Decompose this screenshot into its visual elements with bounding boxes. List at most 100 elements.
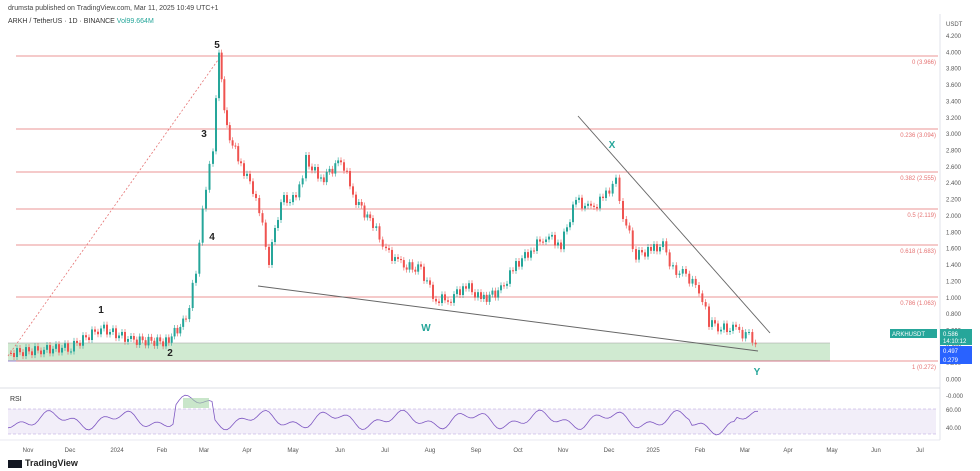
candle-body bbox=[223, 79, 226, 111]
candle-body bbox=[141, 336, 144, 341]
candle-body bbox=[590, 203, 592, 206]
candle-body bbox=[58, 344, 60, 353]
wave-label-x: X bbox=[609, 140, 616, 151]
candle-body bbox=[468, 283, 470, 289]
time-tick-label: Mar bbox=[740, 448, 750, 454]
time-tick-label: Aug bbox=[425, 448, 436, 454]
zone-bottom-tag bbox=[940, 355, 972, 364]
candle-body bbox=[286, 195, 288, 203]
candle-body bbox=[226, 110, 228, 126]
candle-body bbox=[147, 336, 150, 346]
candle-body bbox=[40, 350, 42, 355]
candle-body bbox=[491, 290, 494, 295]
candle-body bbox=[668, 252, 671, 267]
candle-body bbox=[533, 250, 535, 252]
time-tick-label: Jun bbox=[335, 448, 345, 454]
candle-body bbox=[698, 285, 700, 294]
candle-body bbox=[471, 283, 473, 293]
price-tick-label: 1.000 bbox=[946, 296, 962, 302]
candle-body bbox=[488, 294, 491, 302]
candle-body bbox=[708, 306, 710, 327]
rsi-label: RSI bbox=[10, 396, 22, 403]
candle-body bbox=[314, 167, 316, 171]
price-tick-label: 1.600 bbox=[946, 247, 962, 253]
candle-body bbox=[391, 249, 393, 261]
candle-body bbox=[31, 351, 33, 356]
candle-body bbox=[569, 222, 571, 228]
candle-body bbox=[662, 241, 664, 248]
candle-body bbox=[70, 351, 72, 353]
candle-body bbox=[518, 261, 520, 267]
candle-body bbox=[408, 262, 411, 270]
candle-body bbox=[191, 282, 194, 309]
candle-body bbox=[462, 286, 464, 296]
ticker-tag-label: ARKHUSDT bbox=[892, 332, 925, 338]
candle-body bbox=[298, 184, 301, 198]
candle-body bbox=[212, 151, 214, 164]
time-tick-label: Sep bbox=[471, 448, 482, 454]
candle-body bbox=[34, 346, 36, 356]
candle-body bbox=[388, 248, 390, 250]
wedge-lower-line bbox=[257, 285, 759, 352]
candle-body bbox=[264, 222, 267, 247]
candle-body bbox=[61, 347, 63, 353]
candle-body bbox=[509, 270, 511, 284]
candle-body bbox=[305, 155, 307, 179]
candle-body bbox=[240, 161, 242, 164]
time-tick-label: Oct bbox=[513, 448, 523, 454]
candle-body bbox=[19, 348, 21, 353]
zone-bottom-label: 0.279 bbox=[943, 358, 959, 364]
candle-body bbox=[255, 193, 257, 199]
tradingview-logo[interactable]: TradingView bbox=[8, 458, 78, 468]
candle-body bbox=[542, 241, 544, 243]
candle-body bbox=[37, 346, 39, 351]
candle-body bbox=[593, 205, 595, 207]
candle-body bbox=[28, 347, 30, 352]
price-tick-label: 0.800 bbox=[946, 312, 962, 318]
candle-body bbox=[615, 177, 617, 184]
symbol-info: ARKH / TetherUS · 1D · BINANCE Vol99.664… bbox=[8, 18, 154, 25]
candle-body bbox=[243, 163, 245, 176]
candle-body bbox=[563, 231, 565, 250]
time-tick-label: Dec bbox=[604, 448, 615, 454]
candle-body bbox=[274, 227, 276, 243]
candle-body bbox=[584, 205, 586, 209]
candle-body bbox=[485, 294, 488, 302]
candle-body bbox=[208, 163, 211, 190]
candle-body bbox=[13, 353, 15, 358]
fib-label: 0.786 (1.063) bbox=[900, 301, 936, 307]
candle-body bbox=[714, 320, 716, 324]
price-tick-label: 0.200 bbox=[946, 361, 962, 367]
rsi-tick-label: 40.00 bbox=[946, 426, 962, 432]
candle-body bbox=[557, 242, 559, 246]
wedge-upper-line bbox=[577, 115, 771, 334]
candle-body bbox=[201, 208, 204, 243]
candle-body bbox=[575, 199, 577, 205]
time-tick-label: Dec bbox=[65, 448, 76, 454]
candle-body bbox=[292, 195, 294, 203]
price-tick-label: 2.000 bbox=[946, 214, 962, 220]
candle-body bbox=[381, 239, 384, 247]
candle-body bbox=[73, 340, 75, 352]
candle-body bbox=[647, 246, 649, 257]
candle-body bbox=[385, 246, 387, 249]
candle-body bbox=[246, 173, 248, 176]
candle-body bbox=[503, 285, 505, 287]
candle-body bbox=[176, 327, 179, 334]
candle-body bbox=[726, 323, 728, 333]
candle-body bbox=[295, 195, 297, 198]
candle-body bbox=[656, 244, 658, 252]
candle-body bbox=[548, 236, 550, 240]
candle-body bbox=[308, 155, 310, 167]
candle-body bbox=[738, 326, 741, 330]
candle-body bbox=[545, 239, 547, 242]
candle-body bbox=[271, 242, 273, 265]
candle-body bbox=[459, 289, 461, 296]
candle-body bbox=[179, 326, 182, 334]
candle-body bbox=[205, 189, 207, 209]
fib-label: 0.5 (2.119) bbox=[907, 213, 936, 219]
candle-body bbox=[608, 190, 611, 194]
candle-body bbox=[167, 337, 170, 343]
price-tick-label: -0.000 bbox=[946, 394, 964, 400]
